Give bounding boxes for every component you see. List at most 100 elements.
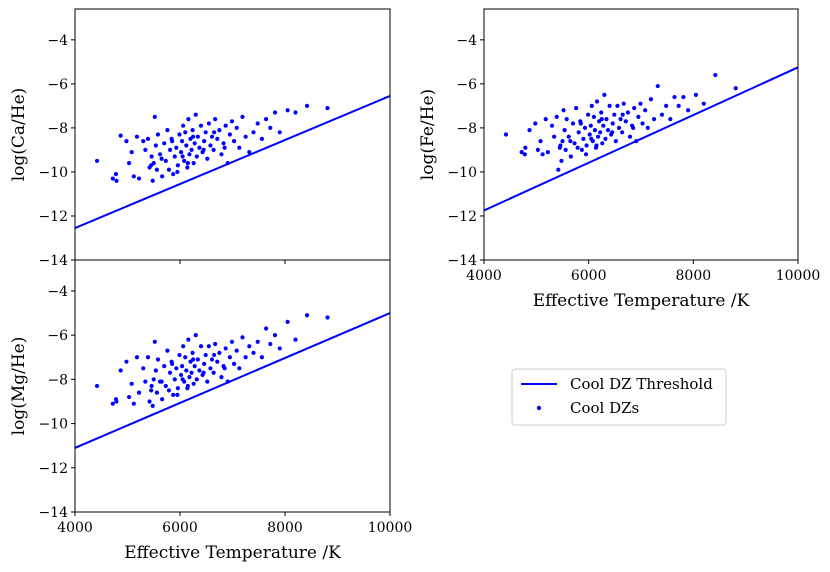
data-point-ca-19 xyxy=(153,143,158,148)
data-point-ca-73 xyxy=(237,145,242,150)
data-point-ca-58 xyxy=(206,121,211,126)
data-point-fe-31 xyxy=(581,136,586,141)
data-point-fe-36 xyxy=(588,123,593,128)
data-point-ca-93 xyxy=(201,147,206,153)
data-point-ca-6 xyxy=(126,161,132,166)
data-point-ca-75 xyxy=(243,134,248,139)
data-point-mg-46 xyxy=(190,350,195,355)
data-point-mg-59 xyxy=(208,366,213,371)
data-point-mg-5 xyxy=(124,359,129,364)
data-point-fe-71 xyxy=(640,121,645,126)
data-point-fe-59 xyxy=(616,125,622,130)
data-point-mg-40 xyxy=(184,368,189,373)
y-axis-title-ca: log(Ca/He) xyxy=(9,88,29,182)
data-point-mg-56 xyxy=(203,352,208,358)
data-point-mg-45 xyxy=(189,370,194,375)
data-point-fe-68 xyxy=(634,139,639,144)
data-point-ca-88 xyxy=(149,163,154,168)
data-point-mg-77 xyxy=(251,350,256,355)
data-point-ca-34 xyxy=(177,132,182,137)
data-point-mg-51 xyxy=(195,357,200,362)
data-point-mg-82 xyxy=(272,333,278,338)
data-point-ca-3 xyxy=(114,178,119,183)
data-point-ca-16 xyxy=(150,178,155,183)
y-tick-label-ca-4: −6 xyxy=(47,77,68,93)
data-point-mg-50 xyxy=(194,377,199,382)
data-point-fe-92 xyxy=(599,116,604,122)
data-point-mg-37 xyxy=(181,344,186,349)
data-point-fe-10 xyxy=(545,150,550,155)
data-point-mg-79 xyxy=(259,355,264,360)
data-point-fe-35 xyxy=(587,132,592,137)
panel-fe-vs-temperature: −14 −12 −10 −8 −6 −4 4000 6000 8000 10000 log(Fe/H… xyxy=(418,8,821,311)
data-point-fe-17 xyxy=(560,139,565,144)
data-point-ca-79 xyxy=(259,136,264,141)
data-point-ca-10 xyxy=(136,176,142,181)
data-point-ca-38 xyxy=(182,158,187,164)
data-point-fe-42 xyxy=(594,99,600,104)
data-point-fe-85 xyxy=(701,101,706,106)
data-point-fe-37 xyxy=(589,103,594,108)
data-point-fe-48 xyxy=(601,123,606,128)
data-point-fe-9 xyxy=(543,116,548,122)
data-point-mg-11 xyxy=(141,366,146,371)
data-point-fe-5 xyxy=(533,121,538,126)
data-point-fe-93 xyxy=(610,130,615,135)
threshold-line-fe xyxy=(484,66,798,212)
data-point-ca-42 xyxy=(186,116,191,122)
data-point-ca-13 xyxy=(145,136,151,141)
data-point-ca-48 xyxy=(192,141,197,146)
data-point-ca-30 xyxy=(171,172,176,177)
legend: Cool DZ Threshold Cool DZs xyxy=(511,368,727,426)
data-point-fe-18 xyxy=(561,108,566,113)
data-point-fe-26 xyxy=(574,105,579,111)
data-point-mg-28 xyxy=(167,370,173,375)
data-point-mg-55 xyxy=(202,361,207,366)
data-point-mg-14 xyxy=(147,399,152,404)
data-point-mg-18 xyxy=(152,339,157,344)
data-point-ca-64 xyxy=(217,128,222,133)
data-point-ca-15 xyxy=(149,154,154,159)
data-point-mg-19 xyxy=(153,368,158,373)
data-point-mg-27 xyxy=(166,388,172,393)
data-point-ca-23 xyxy=(160,174,165,179)
data-point-ca-26 xyxy=(165,128,170,133)
data-point-mg-86 xyxy=(304,313,310,318)
data-point-mg-25 xyxy=(163,383,168,389)
data-point-fe-0 xyxy=(503,132,509,137)
data-point-fe-1 xyxy=(519,150,524,155)
data-point-ca-46 xyxy=(190,128,195,133)
data-point-ca-97 xyxy=(185,161,190,166)
data-point-ca-9 xyxy=(134,134,140,139)
data-point-ca-63 xyxy=(215,136,220,141)
data-point-ca-76 xyxy=(247,150,252,155)
data-point-fe-58 xyxy=(615,103,620,108)
data-point-ca-1 xyxy=(110,176,115,181)
data-point-mg-67 xyxy=(223,346,228,351)
data-point-fe-25 xyxy=(572,141,577,146)
y-tick-label-fe-5: −4 xyxy=(456,33,477,49)
y-tick-label-ca-0: −14 xyxy=(38,253,68,269)
data-point-fe-19 xyxy=(562,128,567,133)
data-point-ca-70 xyxy=(229,119,235,124)
data-point-mg-3 xyxy=(114,399,119,404)
x-axis-title-fe: Effective Temperature /K xyxy=(533,291,750,311)
points-mg xyxy=(94,313,330,408)
data-point-fe-57 xyxy=(613,139,618,144)
x-tick-label-fe-3: 10000 xyxy=(776,268,821,284)
data-point-mg-65 xyxy=(219,375,224,380)
data-point-ca-8 xyxy=(131,174,136,179)
data-point-fe-63 xyxy=(623,119,628,124)
x-tick-label-fe-1: 6000 xyxy=(571,268,607,284)
data-point-ca-94 xyxy=(212,130,217,135)
data-point-mg-92 xyxy=(191,357,196,362)
data-point-mg-63 xyxy=(215,359,220,364)
x-tick-label-mg-3: 10000 xyxy=(368,520,413,536)
data-point-mg-78 xyxy=(255,339,260,344)
data-point-fe-73 xyxy=(645,125,650,130)
data-point-ca-0 xyxy=(94,158,100,164)
data-point-ca-87 xyxy=(325,105,330,111)
data-point-ca-39 xyxy=(183,130,188,135)
data-point-fe-4 xyxy=(527,128,532,133)
